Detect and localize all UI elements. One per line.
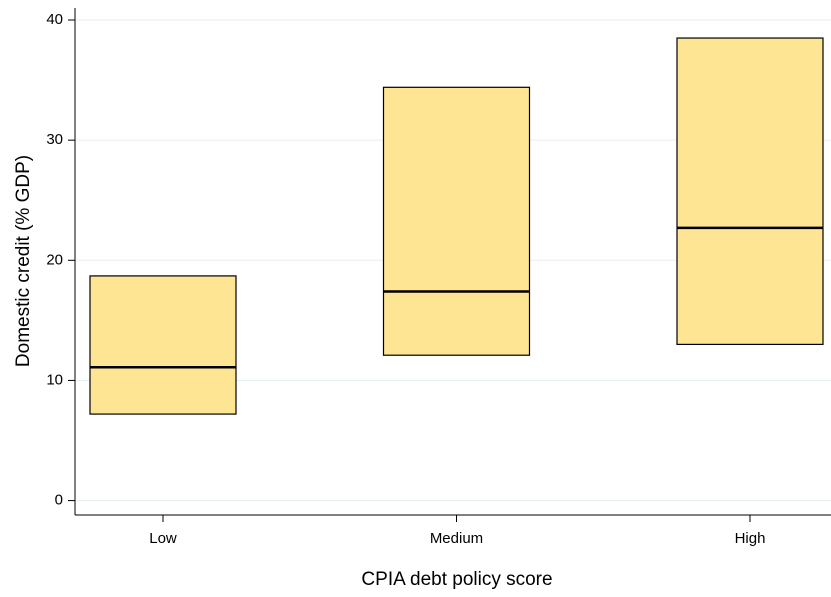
- x-tick-label: Low: [149, 530, 177, 547]
- y-tick-label: 20: [46, 251, 63, 268]
- y-axis-title: Domestic credit (% GDP): [13, 155, 34, 367]
- box: [89, 275, 237, 415]
- y-tick-label: 40: [46, 11, 63, 28]
- x-tick-label: High: [735, 530, 766, 547]
- x-axis-title: CPIA debt policy score: [361, 569, 552, 590]
- box: [382, 86, 531, 356]
- y-tick-label: 10: [46, 371, 63, 388]
- y-tick-label: 0: [55, 492, 63, 509]
- box: [676, 37, 824, 345]
- x-tick-label: Medium: [430, 530, 483, 547]
- y-tick-label: 30: [46, 131, 63, 148]
